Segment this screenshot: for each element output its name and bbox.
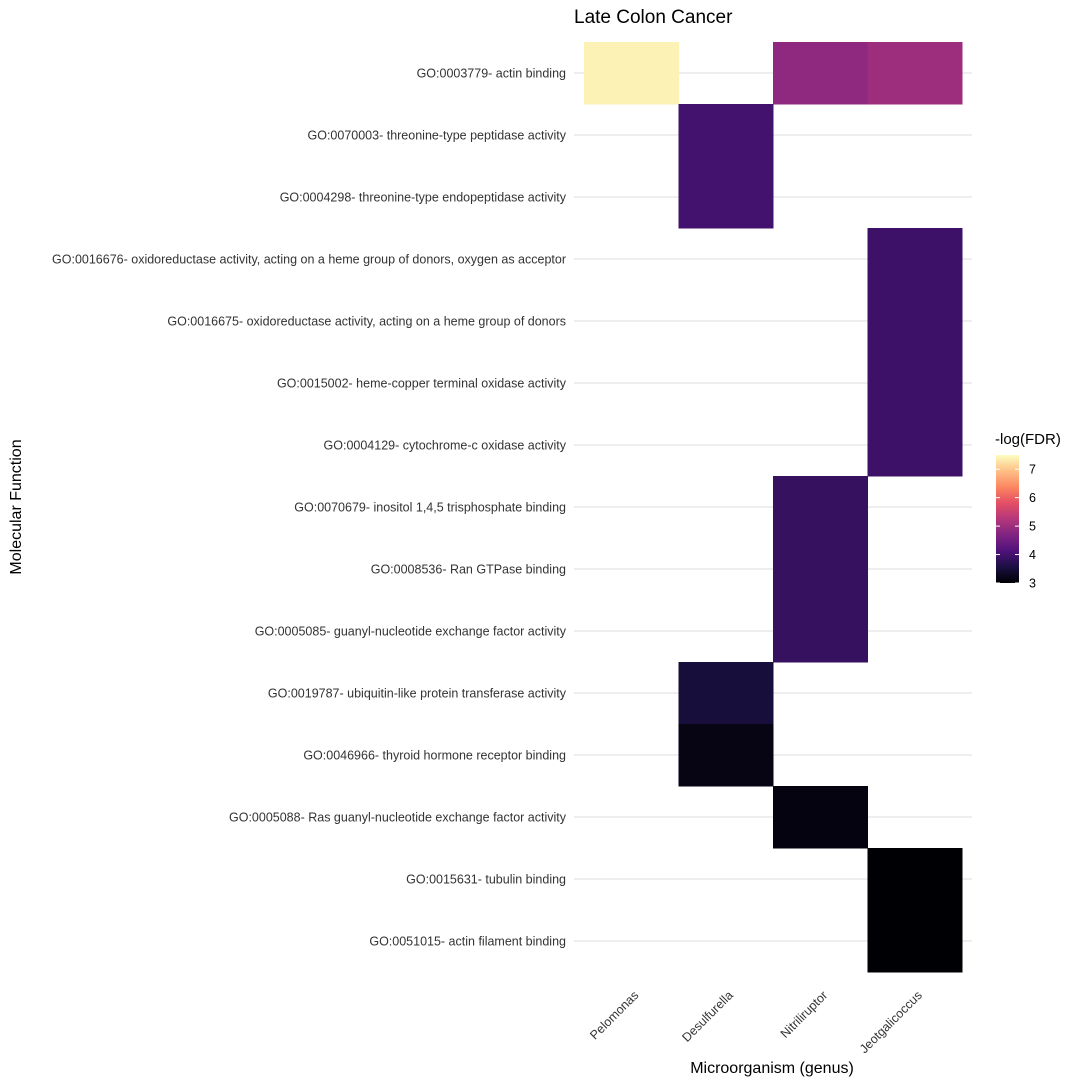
- legend-colorbar: [996, 455, 1019, 583]
- legend-tick-label: 5: [1029, 520, 1036, 534]
- heatmap-cell: [867, 848, 963, 911]
- heatmap-cell: [867, 910, 963, 973]
- legend-tick-label: 3: [1029, 577, 1036, 591]
- y-tick-label: GO:0005088- Ras guanyl-nucleotide exchan…: [229, 811, 567, 825]
- y-tick-labels: GO:0003779- actin binding GO:0070003- thr…: [52, 67, 567, 949]
- heatmap-cell: [678, 724, 774, 787]
- legend-tick-label: 6: [1029, 491, 1036, 505]
- heatmap-cell: [867, 290, 963, 353]
- heatmap-cell: [773, 538, 868, 601]
- heatmap-cell: [584, 42, 679, 105]
- legend-title: -log(FDR): [995, 431, 1061, 448]
- y-tick-label: GO:0005085- guanyl-nucleotide exchange f…: [255, 625, 567, 639]
- y-axis-title: Molecular Function: [8, 439, 25, 574]
- y-tick-label: GO:0015002- heme-copper terminal oxidase…: [277, 377, 567, 391]
- x-tick-label: Jeotgalicoccus: [857, 988, 925, 1056]
- legend-ticks: 3 4 5 6 7: [996, 463, 1036, 591]
- x-tick-label: Pelomonas: [587, 988, 641, 1042]
- heatmap-cell: [678, 662, 774, 725]
- heatmap-cell: [867, 352, 963, 415]
- x-axis-title: Microorganism (genus): [690, 1060, 854, 1077]
- y-tick-label: GO:0003779- actin binding: [417, 67, 566, 81]
- x-tick-label: Nitriliruptor: [778, 988, 831, 1041]
- x-tick-label: Desulfurella: [679, 988, 736, 1045]
- y-tick-label: GO:0046966- thyroid hormone receptor bin…: [303, 749, 566, 763]
- heatmap-cell: [867, 42, 963, 105]
- y-tick-label: GO:0070679- inositol 1,4,5 trisphosphate…: [294, 501, 566, 515]
- y-tick-label: GO:0051015- actin filament binding: [369, 935, 566, 949]
- y-tick-label: GO:0015631- tubulin binding: [406, 873, 566, 887]
- chart-title: Late Colon Cancer: [574, 7, 733, 28]
- legend-tick-label: 7: [1029, 463, 1036, 477]
- y-tick-label: GO:0016676- oxidoreductase activity, act…: [52, 253, 566, 267]
- y-tick-label: GO:0019787- ubiquitin-like protein trans…: [268, 687, 567, 701]
- color-legend: -log(FDR) 3 4 5 6 7: [995, 431, 1061, 591]
- legend-tick-label: 4: [1029, 548, 1036, 562]
- y-tick-label: GO:0008536- Ran GTPase binding: [371, 563, 566, 577]
- heatmap-cell: [773, 42, 868, 105]
- y-tick-label: GO:0004298- threonine-type endopeptidase…: [280, 191, 567, 205]
- heatmap-cell: [867, 228, 963, 291]
- y-tick-label: GO:0070003- threonine-type peptidase act…: [308, 129, 567, 143]
- heatmap-cell: [678, 166, 774, 229]
- y-tick-label: GO:0016675- oxidoreductase activity, act…: [167, 315, 566, 329]
- heatmap-cell: [678, 104, 774, 167]
- heatmap-cell: [867, 414, 963, 477]
- x-tick-labels: Pelomonas Desulfurella Nitriliruptor Jeotga…: [587, 988, 925, 1056]
- heatmap-cells: [584, 42, 963, 973]
- heatmap-cell: [773, 600, 868, 663]
- heatmap-cell: [773, 476, 868, 539]
- heatmap-cell: [773, 786, 868, 849]
- y-tick-label: GO:0004129- cytochrome-c oxidase activit…: [324, 439, 567, 453]
